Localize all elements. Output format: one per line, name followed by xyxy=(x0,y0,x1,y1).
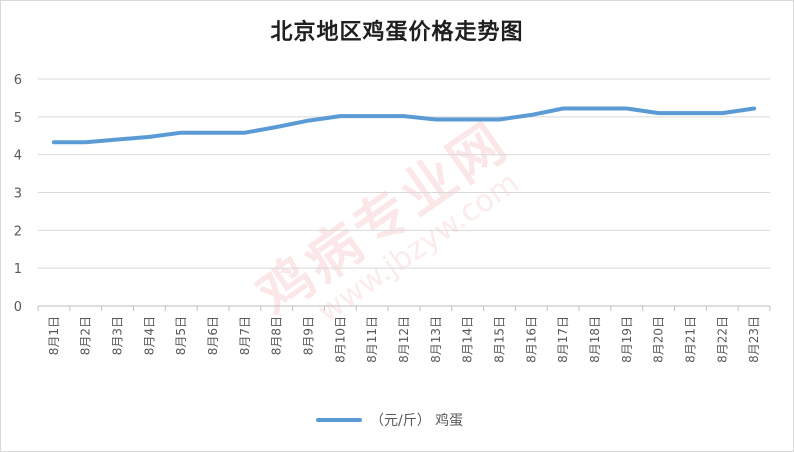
y-tick-label: 6 xyxy=(14,73,22,88)
x-tick-label: 8月17日 xyxy=(556,316,570,363)
x-tick-label: 8月1日 xyxy=(47,316,61,355)
x-tick-label: 8月19日 xyxy=(620,316,634,363)
legend-swatch xyxy=(316,418,362,422)
legend: （元/斤） 鸡蛋 xyxy=(316,410,463,430)
x-tick-label: 8月9日 xyxy=(302,316,316,355)
x-tick-label: 8月18日 xyxy=(588,316,602,363)
x-tick-label: 8月7日 xyxy=(238,316,252,355)
x-tick-label: 8月5日 xyxy=(174,316,188,355)
x-tick-label: 8月12日 xyxy=(397,316,411,363)
x-tick-label: 8月20日 xyxy=(652,316,666,363)
x-tick-label: 8月23日 xyxy=(747,316,761,363)
x-tick-label: 8月4日 xyxy=(142,316,156,355)
x-tick-label: 8月6日 xyxy=(206,316,220,355)
x-tick-label: 8月14日 xyxy=(461,316,475,363)
y-tick-label: 1 xyxy=(14,262,22,277)
y-tick-label: 3 xyxy=(14,187,22,202)
x-tick-label: 8月22日 xyxy=(715,316,729,363)
y-axis-ticks: 0 1 2 3 4 5 6 xyxy=(14,73,22,315)
x-tick-label: 8月13日 xyxy=(429,316,443,363)
chart-title: 北京地区鸡蛋价格走势图 xyxy=(270,20,524,45)
x-tick-label: 8月10日 xyxy=(333,316,347,363)
x-tick-label: 8月21日 xyxy=(683,316,697,363)
x-tick-label: 8月3日 xyxy=(111,316,125,355)
series-layer xyxy=(51,106,757,145)
y-tick-label: 2 xyxy=(14,224,22,239)
y-tick-label: 5 xyxy=(14,111,22,126)
x-tick-label: 8月15日 xyxy=(492,316,506,363)
x-tick-label: 8月2日 xyxy=(79,316,93,355)
series-line xyxy=(51,106,757,145)
x-tick-label: 8月11日 xyxy=(365,316,379,363)
legend-label: （元/斤） 鸡蛋 xyxy=(370,413,464,429)
y-tick-label: 4 xyxy=(14,149,22,164)
x-tick-label: 8月16日 xyxy=(524,316,538,363)
y-tick-label: 0 xyxy=(14,300,22,315)
x-tick-label: 8月8日 xyxy=(270,316,284,355)
x-axis-ticks: 8月1日 8月2日 8月3日 8月4日 8月5日 8月6日 8月7日 8月8日 8月9日 8月10… xyxy=(37,306,771,363)
